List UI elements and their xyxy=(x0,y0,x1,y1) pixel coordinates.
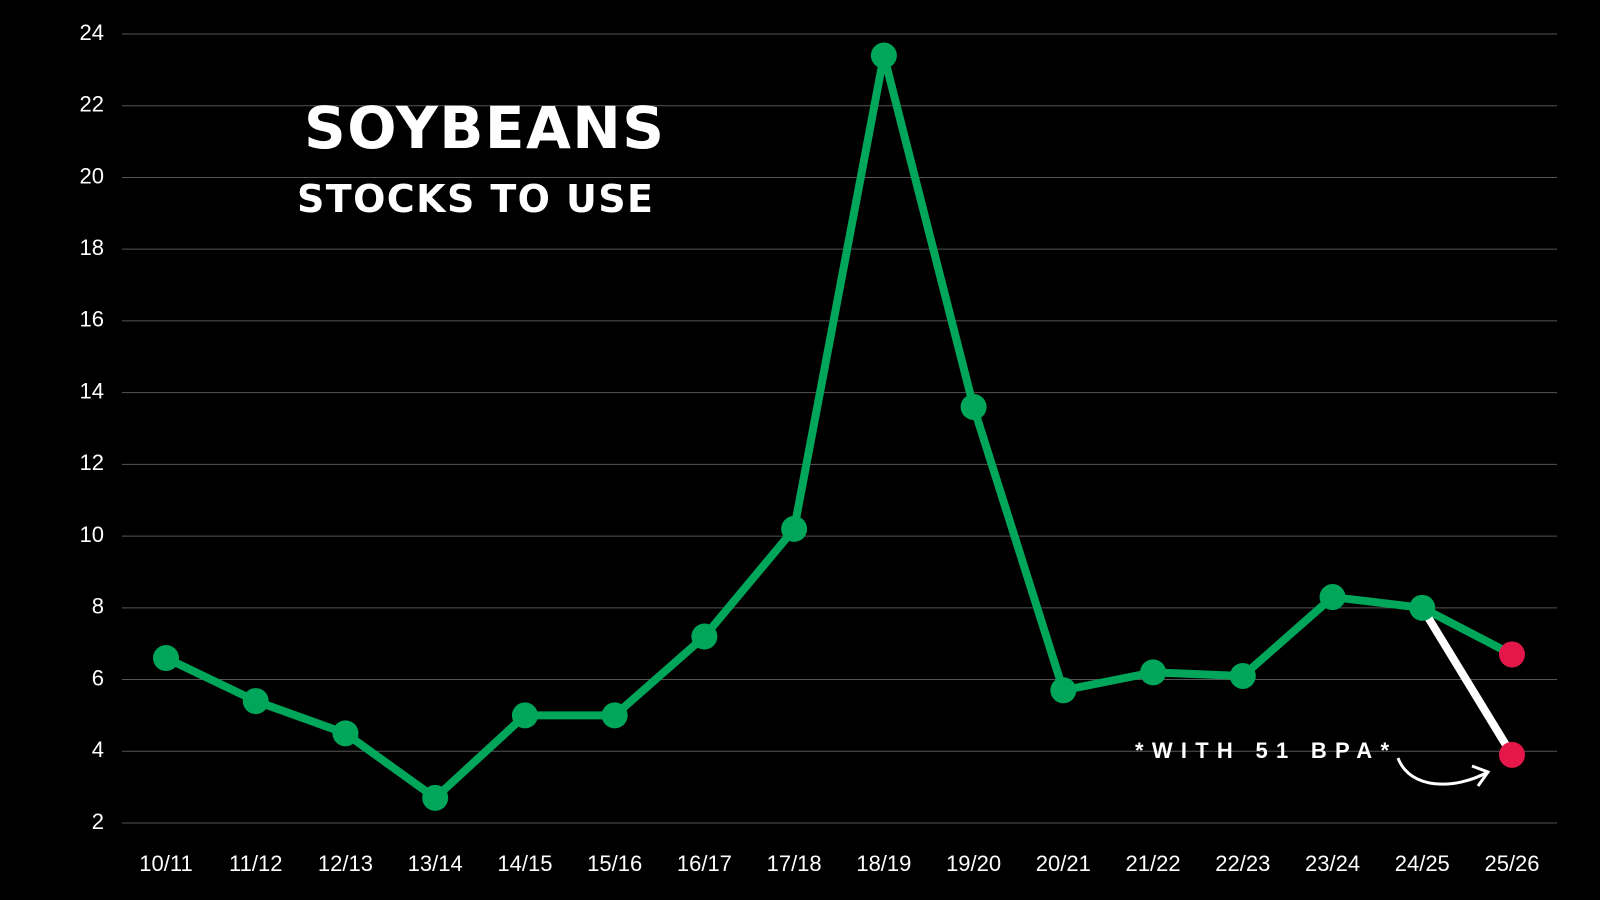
x-tick-label: 20/21 xyxy=(1036,851,1091,876)
y-tick-label: 20 xyxy=(80,163,104,188)
series-line xyxy=(164,51,1514,802)
point-marker xyxy=(1140,659,1167,686)
y-tick-label: 8 xyxy=(92,594,104,619)
x-tick-label: 25/26 xyxy=(1484,851,1539,876)
point-marker xyxy=(422,784,449,811)
x-tick-label: 13/14 xyxy=(408,851,463,876)
point-marker xyxy=(153,645,179,672)
x-tick-label: 10/11 xyxy=(139,851,192,876)
lines xyxy=(153,42,1525,811)
x-tick-label: 23/24 xyxy=(1305,851,1360,876)
y-tick-label: 10 xyxy=(80,522,104,547)
chart-title: SOYBEANS xyxy=(304,94,664,162)
y-tick-label: 12 xyxy=(80,450,104,475)
point-marker xyxy=(1499,641,1525,668)
point-marker xyxy=(601,702,628,729)
point-marker xyxy=(1229,662,1256,689)
point-marker xyxy=(511,702,538,729)
series-line xyxy=(1418,605,1516,757)
x-tick-label: 12/13 xyxy=(318,851,373,876)
x-tick-label: 21/22 xyxy=(1126,851,1181,876)
point-marker xyxy=(691,623,718,650)
x-tick-label: 14/15 xyxy=(497,851,552,876)
point-marker xyxy=(960,393,987,420)
x-tick-label: 17/18 xyxy=(767,851,822,876)
x-tick-label: 18/19 xyxy=(856,851,911,876)
y-tick-label: 14 xyxy=(80,378,104,403)
x-tick-label: 22/23 xyxy=(1215,851,1270,876)
y-tick-label: 16 xyxy=(80,307,104,332)
y-tick-label: 6 xyxy=(92,665,104,690)
y-tick-label: 24 xyxy=(80,20,104,45)
x-tick-label: 16/17 xyxy=(677,851,732,876)
y-tick-label: 4 xyxy=(92,737,104,762)
annotation-arrowhead xyxy=(1471,764,1491,787)
point-marker xyxy=(332,720,359,747)
point-marker xyxy=(1499,741,1525,768)
point-marker xyxy=(1409,594,1436,621)
annotation-arrow xyxy=(1396,757,1489,786)
point-marker xyxy=(1319,584,1346,611)
x-tick-label: 19/20 xyxy=(946,851,1001,876)
point-marker xyxy=(242,688,269,715)
y-tick-label: 18 xyxy=(80,235,104,260)
y-tick-label: 2 xyxy=(92,809,104,834)
point-marker xyxy=(781,515,808,542)
chart-subtitle: STOCKS TO USE xyxy=(297,177,653,221)
x-tick-label: 15/16 xyxy=(587,851,642,876)
x-tick-label: 24/25 xyxy=(1395,851,1450,876)
point-marker xyxy=(1050,677,1077,704)
point-marker xyxy=(870,42,897,69)
y-tick-label: 22 xyxy=(80,92,104,117)
x-tick-label: 11/12 xyxy=(229,851,282,876)
